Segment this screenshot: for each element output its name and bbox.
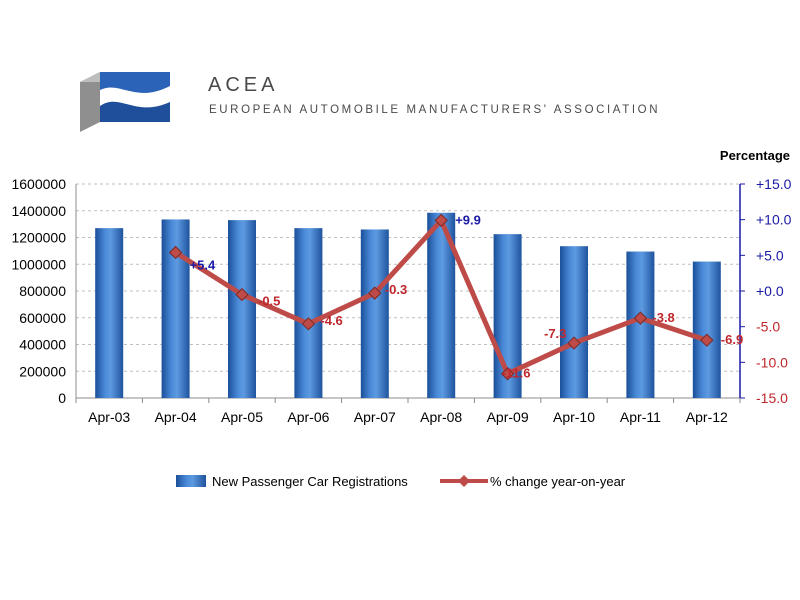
bar <box>95 228 124 398</box>
data-label: -7.3 <box>544 326 566 341</box>
x-tick-label: Apr-07 <box>354 409 396 425</box>
left-tick-label: 0 <box>58 390 66 406</box>
brand-name: ACEA <box>208 74 279 96</box>
left-tick-label: 200000 <box>19 363 66 379</box>
left-tick-label: 400000 <box>19 337 66 353</box>
x-tick-label: Apr-05 <box>221 409 263 425</box>
line-point <box>301 317 316 331</box>
left-tick-label: 600000 <box>19 310 66 326</box>
data-label: -4.6 <box>320 313 342 328</box>
right-tick-label: +15.0 <box>756 176 792 192</box>
data-label: -3.8 <box>652 310 674 325</box>
data-label: +9.9 <box>455 212 481 227</box>
line-point <box>434 213 448 228</box>
left-tick-label: 1200000 <box>11 230 66 246</box>
right-tick-label: -5.0 <box>756 319 780 335</box>
line-point <box>235 287 249 302</box>
line-point <box>500 367 515 381</box>
line-point <box>633 311 648 325</box>
x-tick-label: Apr-09 <box>487 409 529 425</box>
right-tick-label: +5.0 <box>756 247 784 263</box>
line-series <box>168 213 714 381</box>
right-tick-label: +10.0 <box>756 212 792 228</box>
left-tick-label: 1600000 <box>11 176 66 192</box>
bar <box>692 261 721 398</box>
data-label: -0.5 <box>258 294 280 309</box>
header: ACEA EUROPEAN AUTOMOBILE MANUFACTURERS' … <box>0 0 800 140</box>
line-point <box>168 245 183 260</box>
line-point <box>700 333 714 347</box>
left-tick-label: 1400000 <box>11 203 66 219</box>
left-tick-label: 800000 <box>19 283 66 299</box>
bar <box>560 246 588 398</box>
bar <box>360 229 389 398</box>
x-tick-label: Apr-12 <box>686 409 728 425</box>
line-point <box>368 286 382 300</box>
x-tick-label: Apr-06 <box>287 409 329 425</box>
right-tick-label: -15.0 <box>756 390 788 406</box>
bar <box>228 220 256 398</box>
data-label: -6.9 <box>721 332 743 347</box>
acea-logo-icon <box>80 72 170 132</box>
legend: New Passenger Car Registrations % change… <box>176 474 626 489</box>
right-tick-label: -10.0 <box>756 354 788 370</box>
legend-line-marker <box>458 475 470 487</box>
x-tick-label: Apr-08 <box>420 409 462 425</box>
bar-series <box>95 212 721 398</box>
x-tick-label: Apr-11 <box>620 409 661 425</box>
right-tick-label: +0.0 <box>756 283 784 299</box>
bar <box>294 228 323 398</box>
legend-bar-swatch <box>176 475 206 487</box>
x-tick-label: Apr-10 <box>553 409 595 425</box>
legend-line-label: % change year-on-year <box>490 474 626 489</box>
brand-subtitle: EUROPEAN AUTOMOBILE MANUFACTURERS' ASSOC… <box>209 104 661 116</box>
left-tick-label: 1000000 <box>11 256 66 272</box>
line-point <box>567 336 581 350</box>
legend-bar-label: New Passenger Car Registrations <box>212 474 408 489</box>
x-tick-label: Apr-03 <box>88 409 130 425</box>
data-label: -0.3 <box>385 282 407 297</box>
right-axis-title: Percentage <box>720 148 790 163</box>
data-label: -11.6 <box>502 366 531 381</box>
axes: 0 200000 400000 600000 800000 1000000 1200000 1… <box>11 176 791 425</box>
data-labels: +5.4 -0.5 -4.6 -0.3 +9.9 -11.6 -7.3 -3.8 -6.9 <box>190 212 744 380</box>
data-label: +5.4 <box>190 257 216 272</box>
x-tick-label: Apr-04 <box>155 409 197 425</box>
